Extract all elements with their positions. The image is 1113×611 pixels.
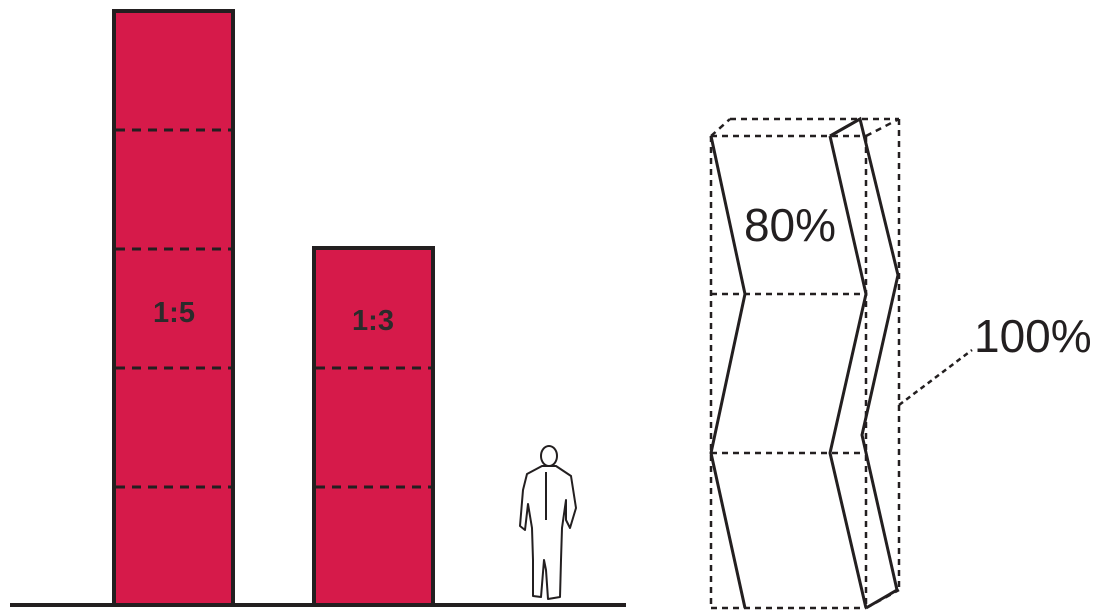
building-short: 1:3 <box>312 246 435 607</box>
leader-line-100 <box>898 349 973 406</box>
ratio-label-short: 1:3 <box>352 305 394 337</box>
ratio-label-tall: 1:5 <box>153 297 195 329</box>
bounding-box-100 <box>709 117 901 610</box>
outer-percentage-label: 100% <box>974 310 1092 362</box>
inner-percentage-label: 80% <box>744 199 836 251</box>
folded-volume <box>709 116 973 610</box>
building-tall-body <box>112 9 235 607</box>
building-tall: 1:5 <box>112 9 235 607</box>
building-short-body <box>312 246 435 607</box>
standing-person-icon <box>519 445 577 600</box>
zigzag-wall-80 <box>709 116 900 610</box>
